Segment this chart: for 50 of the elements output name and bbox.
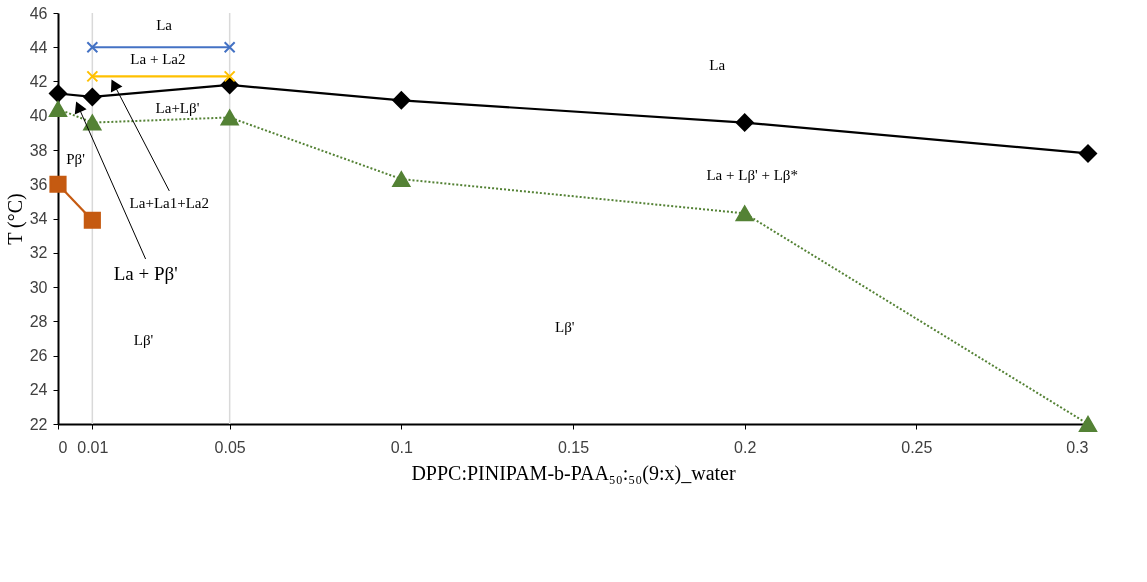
y-tick-label: 32 <box>29 244 48 262</box>
annotation: La <box>709 57 726 74</box>
point <box>1078 144 1098 163</box>
x-tick-label: 0.05 <box>214 438 246 456</box>
point <box>223 70 236 83</box>
annotation: La+Lβ' <box>155 99 200 116</box>
point <box>49 175 67 193</box>
point <box>392 171 411 188</box>
y-tick-label: 26 <box>29 347 48 364</box>
point <box>83 87 102 106</box>
point <box>223 41 236 54</box>
x-tick-label: 0.25 <box>901 438 933 456</box>
point <box>1078 416 1098 432</box>
x-tick-label: 0.01 <box>77 438 109 456</box>
y-tick-label: 28 <box>29 312 48 330</box>
point <box>86 41 99 54</box>
x-tick-label: 0.2 <box>734 438 757 456</box>
point <box>86 70 99 83</box>
annotation: La + Pβ' <box>113 263 178 285</box>
point <box>48 100 68 117</box>
y-tick-label: 38 <box>29 141 48 159</box>
point <box>735 205 754 222</box>
y-tick-label: 24 <box>29 381 48 399</box>
y-tick-label: 42 <box>29 73 48 90</box>
annotation: La + Lβ' + Lβ* <box>706 166 798 183</box>
x-tick-label: 0.1 <box>390 438 414 456</box>
point <box>735 113 754 132</box>
annotation: Lβ' <box>133 332 154 349</box>
annotation: La+La1+La2 <box>129 194 209 211</box>
y-tick-label: 22 <box>29 415 48 433</box>
x-tick-label: 0 <box>58 438 68 456</box>
y-tick-label: 34 <box>29 210 48 227</box>
point <box>48 84 68 103</box>
x-tick-label: 0.3 <box>1066 438 1089 456</box>
point <box>392 91 411 110</box>
y-axis-title: T (°C) <box>3 193 27 245</box>
point <box>220 109 239 126</box>
annotation: La <box>156 17 173 34</box>
x-axis-title: DPPC:PINIPAM-b-PAA₅₀:₅₀(9:x)_water <box>411 461 736 485</box>
y-tick-label: 30 <box>29 278 48 296</box>
y-tick-label: 46 <box>29 4 48 22</box>
point <box>83 114 102 131</box>
annotation: La + La2 <box>130 51 186 68</box>
x-tick-label: 0.15 <box>557 438 590 456</box>
annotation: Lβ' <box>555 319 575 335</box>
point <box>83 211 101 229</box>
y-tick-label: 36 <box>29 175 48 193</box>
annotation: Pβ' <box>66 150 86 167</box>
y-tick-label: 44 <box>29 38 48 56</box>
y-tick-label: 40 <box>29 107 48 125</box>
